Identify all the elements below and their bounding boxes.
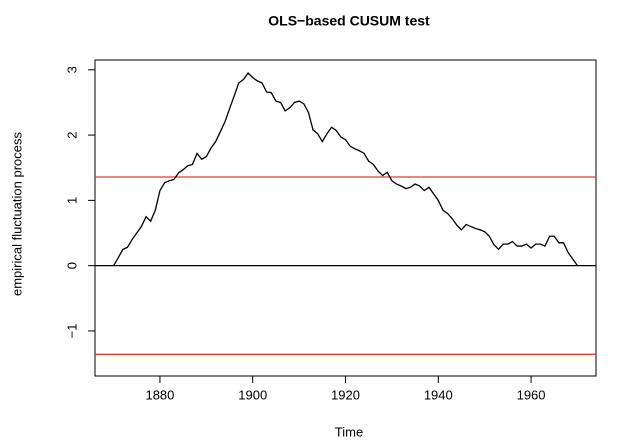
- y-tick-label: 0: [64, 262, 79, 269]
- x-tick-label: 1880: [145, 387, 174, 402]
- data-line: [112, 72, 578, 267]
- y-tick-label: −1: [64, 324, 79, 339]
- y-tick-label: 3: [64, 66, 79, 73]
- y-tick-label: 2: [64, 131, 79, 138]
- plot-frame: [94, 59, 597, 377]
- x-tick-label: 1920: [331, 387, 360, 402]
- y-axis-label: empirical fluctuation process: [9, 131, 24, 296]
- x-tick-label: 1940: [424, 387, 453, 402]
- x-tick-label: 1960: [517, 387, 546, 402]
- y-tick-label: 1: [64, 197, 79, 204]
- chart-title: OLS−based CUSUM test: [268, 13, 430, 29]
- x-axis-label: Time: [335, 424, 363, 439]
- x-tick-label: 1900: [238, 387, 267, 402]
